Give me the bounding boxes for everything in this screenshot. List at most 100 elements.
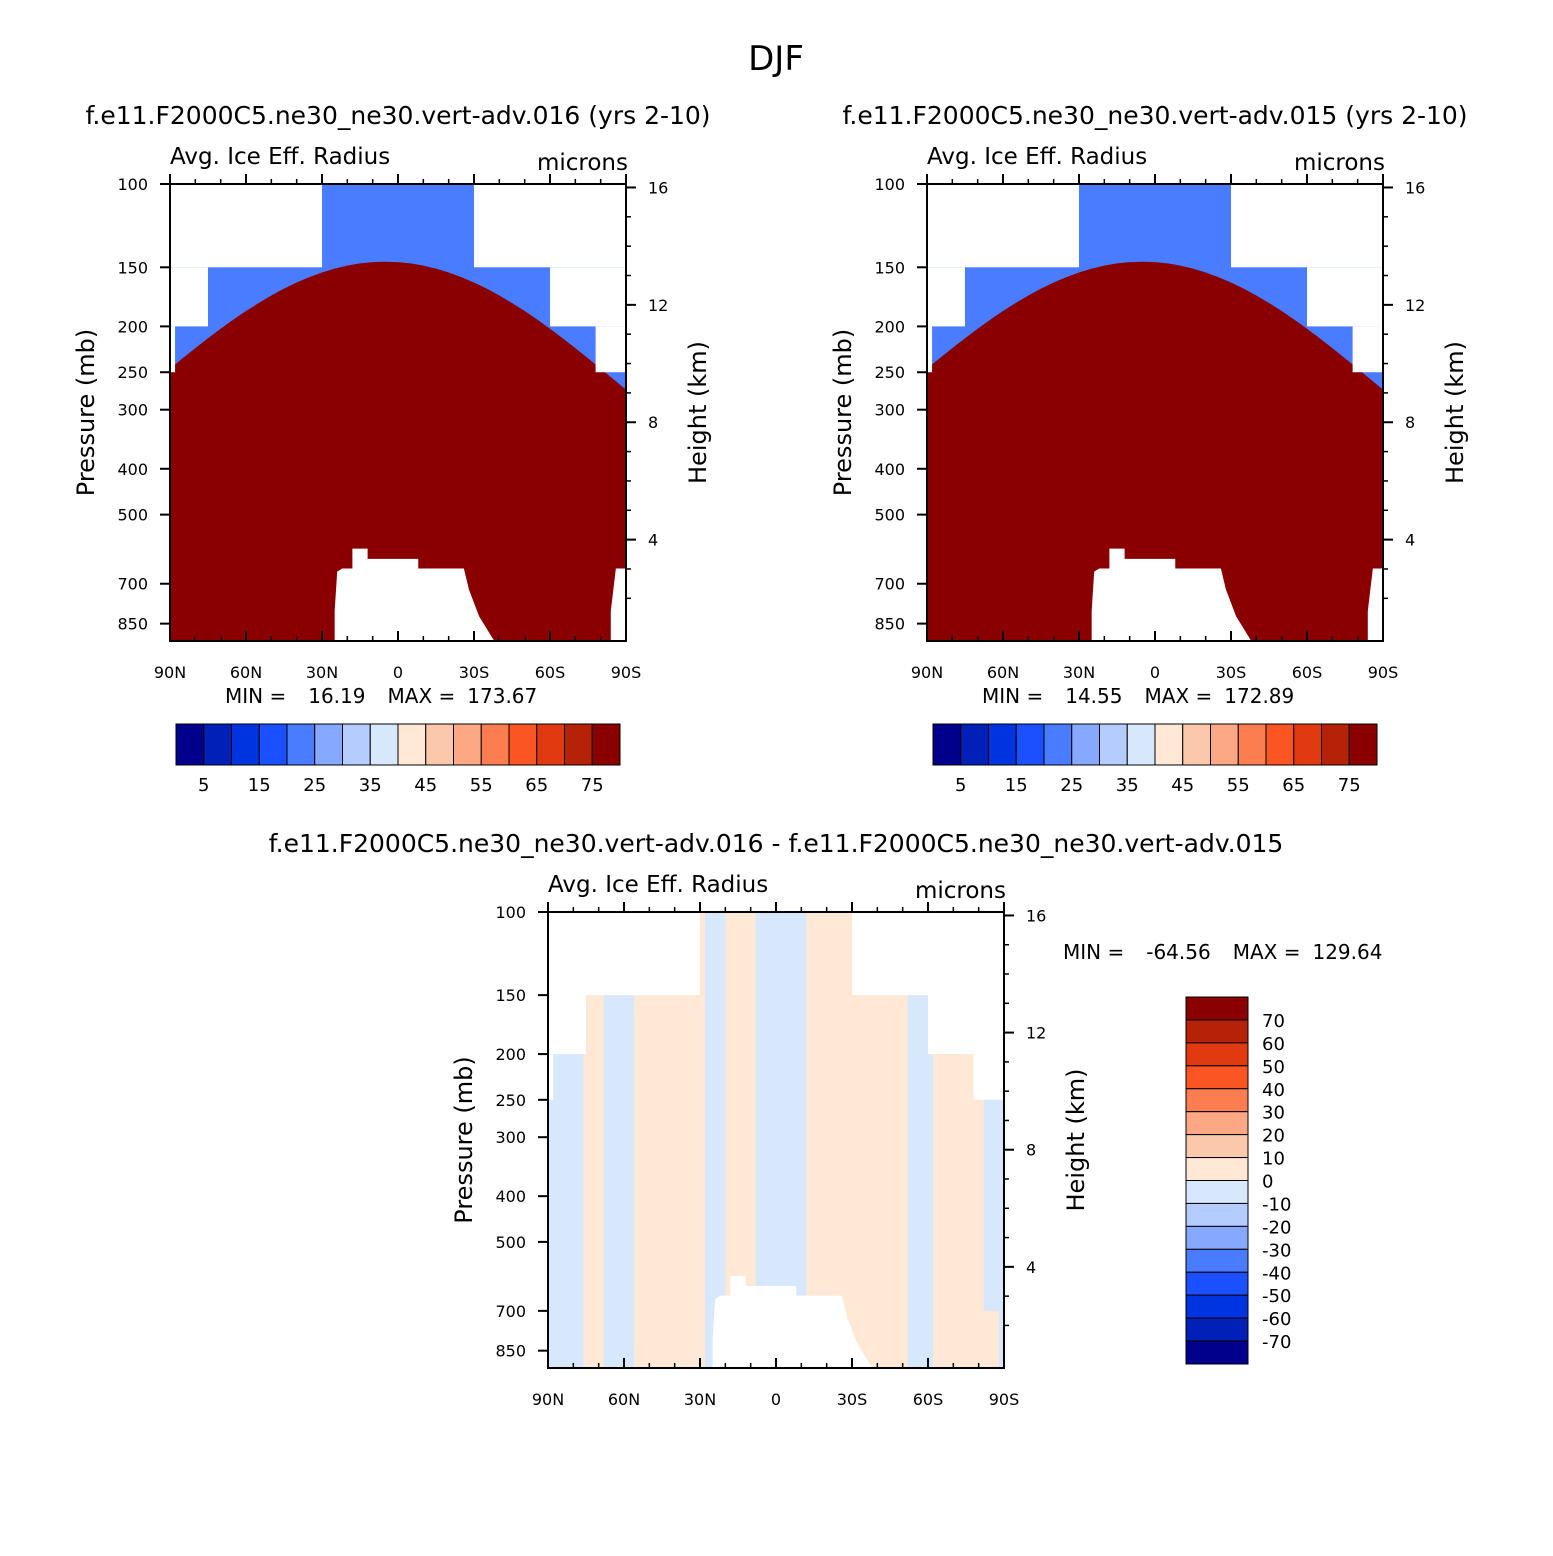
y-right-tick-label: 4 xyxy=(1405,531,1415,550)
y-tick-label: 100 xyxy=(495,903,526,922)
colorbar-swatch xyxy=(1185,996,1249,1021)
colorbar-swatch xyxy=(1099,723,1128,766)
colorbar-swatch xyxy=(960,723,989,766)
colorbar-label: 75 xyxy=(1338,775,1361,796)
panel-left-label: Avg. Ice Eff. Radius xyxy=(548,872,768,898)
colorbar-swatch xyxy=(1182,723,1211,766)
y-tick-label: 400 xyxy=(495,1187,526,1206)
x-tick-label: 30N xyxy=(306,663,338,682)
y-axis-label: Pressure (mb) xyxy=(829,329,857,496)
contour-band xyxy=(935,1310,999,1368)
stats-line: MIN = 16.19 MAX = 173.67 xyxy=(225,684,537,708)
colorbar-swatch xyxy=(1015,723,1045,766)
y-axis-label: Pressure (mb) xyxy=(72,329,100,496)
mask-block xyxy=(170,326,176,373)
y-right-tick-label: 16 xyxy=(1026,906,1046,925)
colorbar-swatch xyxy=(453,723,482,766)
colorbar-label: 30 xyxy=(1262,1103,1285,1124)
mask-block xyxy=(927,267,965,327)
stats-line: MIN = 14.55 MAX = 172.89 xyxy=(982,684,1294,708)
colorbar-label: 75 xyxy=(581,775,604,796)
y-tick-label: 500 xyxy=(495,1233,526,1252)
colorbar-swatch xyxy=(1185,1317,1249,1342)
contour-band-max xyxy=(170,261,626,641)
y-right-tick-label: 16 xyxy=(1405,178,1425,197)
mask-block xyxy=(548,1054,554,1100)
mask-block xyxy=(170,267,208,327)
min-label: MIN = xyxy=(1063,940,1124,964)
panel-left-label: Avg. Ice Eff. Radius xyxy=(170,144,390,170)
x-tick-label: 30N xyxy=(684,1390,716,1409)
y-right-tick-label: 12 xyxy=(1405,296,1425,315)
colorbar-swatch xyxy=(1185,1271,1249,1296)
mask-block xyxy=(474,184,626,268)
min-label: MIN = xyxy=(982,684,1043,708)
y-tick-label: 500 xyxy=(117,506,148,525)
panel-title: f.e11.F2000C5.ne30_ne30.vert-adv.016 (yr… xyxy=(85,101,710,130)
colorbar-swatch xyxy=(536,723,565,766)
colorbar-label: 65 xyxy=(1282,775,1305,796)
colorbar-label: 25 xyxy=(303,775,326,796)
colorbar-label: -50 xyxy=(1262,1286,1291,1307)
mask-block xyxy=(927,184,1079,268)
colorbar-label: -30 xyxy=(1262,1240,1291,1261)
colorbar-label: 65 xyxy=(525,775,548,796)
x-tick-label: 90N xyxy=(154,663,186,682)
min-value: -64.56 xyxy=(1146,940,1210,964)
max-value: 173.67 xyxy=(467,684,537,708)
y-tick-label: 400 xyxy=(874,460,905,479)
colorbar-swatch xyxy=(1185,1180,1249,1204)
y-right-axis-label: Height (km) xyxy=(1441,341,1469,484)
x-tick-label: 60S xyxy=(535,663,566,682)
colorbar-swatch xyxy=(1126,723,1156,766)
colorbar-swatch xyxy=(203,723,232,766)
y-tick-label: 150 xyxy=(495,986,526,1005)
x-tick-label: 30S xyxy=(1216,663,1247,682)
y-tick-label: 200 xyxy=(495,1045,526,1064)
colorbar-swatch xyxy=(1185,1248,1249,1273)
min-value: 14.55 xyxy=(1065,684,1122,708)
x-tick-label: 90N xyxy=(532,1390,564,1409)
colorbar-label: -70 xyxy=(1262,1332,1291,1353)
colorbar-swatch xyxy=(1185,1157,1249,1181)
colorbar-label: 45 xyxy=(414,775,437,796)
y-right-tick-label: 8 xyxy=(1405,413,1415,432)
y-right-tick-label: 16 xyxy=(648,178,668,197)
colorbar-swatch xyxy=(1348,723,1378,766)
mask-block xyxy=(852,912,1004,996)
colorbar-swatch xyxy=(932,723,962,766)
colorbar-swatch xyxy=(564,723,593,766)
colorbar-label: 55 xyxy=(470,775,493,796)
y-right-tick-label: 4 xyxy=(648,531,658,550)
mask-block xyxy=(927,326,933,373)
colorbar-swatch xyxy=(1185,1111,1249,1136)
y-tick-label: 300 xyxy=(117,401,148,420)
y-tick-label: 250 xyxy=(495,1091,526,1110)
y-tick-label: 700 xyxy=(495,1302,526,1321)
plot-field xyxy=(170,184,626,642)
colorbar-swatch xyxy=(988,723,1017,766)
colorbar-label: 15 xyxy=(1005,775,1028,796)
missing-data-mask xyxy=(170,184,626,641)
x-tick-label: 60N xyxy=(230,663,262,682)
colorbar-swatch xyxy=(1043,723,1073,766)
y-tick-label: 850 xyxy=(117,615,148,634)
mask-block xyxy=(170,184,322,268)
y-right-axis-label: Height (km) xyxy=(1062,1069,1090,1212)
colorbar-swatch xyxy=(286,723,316,766)
max-label: MAX = xyxy=(388,684,456,708)
stats-line: MIN = -64.56 MAX = 129.64 xyxy=(1063,940,1382,964)
x-tick-label: 0 xyxy=(771,1390,781,1409)
colorbar-swatch xyxy=(397,723,427,766)
colorbar-label: 20 xyxy=(1262,1126,1285,1147)
y-tick-label: 100 xyxy=(117,175,148,194)
colorbar-label: 15 xyxy=(248,775,271,796)
mask-block xyxy=(550,267,626,327)
colorbar-label: 55 xyxy=(1227,775,1250,796)
x-tick-label: 30S xyxy=(459,663,490,682)
mask-block xyxy=(595,326,626,373)
colorbar-swatch xyxy=(1185,1088,1249,1113)
panel-title: f.e11.F2000C5.ne30_ne30.vert-adv.015 (yr… xyxy=(842,101,1467,130)
